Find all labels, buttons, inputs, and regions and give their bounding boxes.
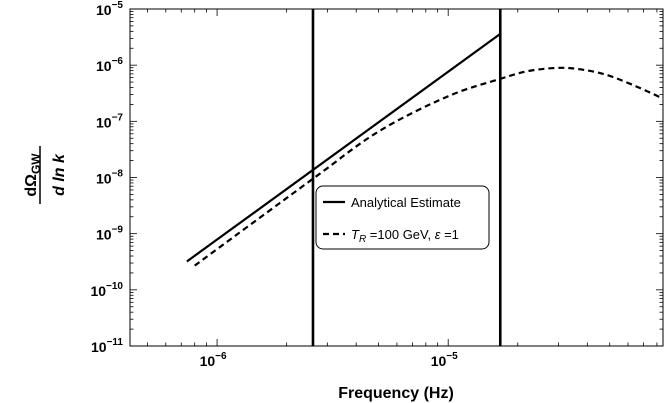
axis-ticks: 10−6 10−5 10−5 10−6 10−7 10−8 10−9 10−10 10−11 xyxy=(90,0,663,369)
y-tick-label: 10−6 xyxy=(96,56,123,74)
series-line-dashed xyxy=(194,66,663,267)
y-axis-title: dΩGW d ln k xyxy=(23,146,68,204)
plot-marks xyxy=(186,9,663,346)
y-tick-label: 10−7 xyxy=(96,112,123,130)
y-tick-label: 10−9 xyxy=(96,225,123,243)
x-tick-label: 10−5 xyxy=(431,351,458,369)
y-tick-label: 10−8 xyxy=(96,169,123,187)
x-tick-label: 10−6 xyxy=(200,351,227,369)
series-line-analytical xyxy=(186,33,501,263)
y-tick-label: 10−10 xyxy=(90,281,123,299)
legend-label-analytical: Analytical Estimate xyxy=(351,195,461,210)
y-tick-label: 10−5 xyxy=(96,0,123,18)
legend: Analytical Estimate TR =100 GeV, ε =1 xyxy=(315,185,490,250)
y-axis-denominator: d ln k xyxy=(51,153,68,196)
legend-box xyxy=(315,185,490,250)
y-tick-label: 10−11 xyxy=(91,337,123,355)
plot-frame xyxy=(129,8,664,347)
x-axis-title: Frequency (Hz) xyxy=(338,385,454,402)
legend-label-dashed: TR =100 GeV, ε =1 xyxy=(351,227,459,245)
